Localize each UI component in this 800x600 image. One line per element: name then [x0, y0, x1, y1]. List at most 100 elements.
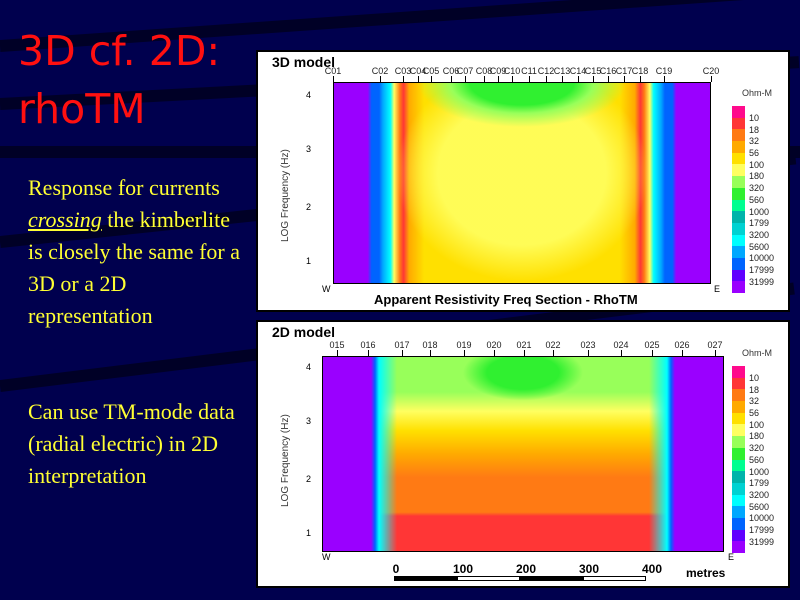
legend-label: 10: [749, 373, 760, 384]
station-tick: [682, 350, 683, 356]
legend-row: 3200: [732, 490, 774, 507]
station-tick: [546, 76, 547, 82]
station-tick: [464, 350, 465, 356]
legend-row: [732, 366, 774, 378]
station-label: C16: [599, 66, 617, 76]
y-tick-label: 4: [306, 90, 312, 100]
legend-label: 32: [749, 136, 760, 147]
station-tick: [451, 76, 452, 82]
legend-row: 10: [732, 373, 774, 390]
station-label: 016: [360, 340, 376, 350]
legend-row: 1000: [732, 207, 774, 223]
station-label: 018: [422, 340, 438, 350]
station-label: C10: [503, 66, 521, 76]
legend-swatch: [732, 529, 745, 542]
station-label: C13: [553, 66, 571, 76]
emphasis-crossing: crossing: [28, 207, 102, 232]
legend-row: 5600: [732, 502, 774, 518]
legend-swatch: [732, 447, 745, 460]
legend-label: 18: [749, 124, 760, 135]
y-axis-title: LOG Frequency (Hz): [280, 149, 291, 242]
text: the kimberlite is closely the same for a…: [28, 207, 240, 328]
station-label: C07: [456, 66, 474, 76]
legend-label: 3200: [749, 229, 770, 240]
contour-plot-3d: [333, 82, 711, 284]
legend-swatch: [732, 506, 745, 518]
y-tick-label: 4: [306, 362, 312, 372]
scale-segment: [583, 576, 646, 581]
legend-label: 17999: [749, 524, 775, 535]
legend-swatch: [732, 269, 745, 282]
color-legend: Ohm-M 10 18 32 56 100 180 320 560 1000 1799 3200 560…: [732, 88, 774, 293]
y-axis-title: LOG Frequency (Hz): [280, 414, 291, 507]
slide-title: 3D cf. 2D: rhoTM: [18, 27, 221, 133]
legend-swatch: [732, 517, 745, 530]
panel-label: 2D model: [272, 324, 336, 340]
station-label: C03: [394, 66, 412, 76]
legend-row: 5600: [732, 242, 774, 258]
y-tick-label: 2: [306, 474, 312, 484]
legend-row: 100: [732, 160, 774, 177]
station-label: C04: [409, 66, 427, 76]
legend-label: 31999: [749, 536, 775, 547]
legend-swatch: [732, 459, 745, 472]
station-label: C15: [584, 66, 602, 76]
station-tick: [430, 350, 431, 356]
legend-swatch: [732, 424, 745, 437]
legend-label: 320: [749, 183, 765, 194]
station-label: 015: [329, 340, 345, 350]
legend-row: 320: [732, 183, 774, 200]
scale-tick-label: 0: [392, 562, 400, 576]
station-label: C08: [475, 66, 493, 76]
station-tick: [498, 76, 499, 82]
legend-row: 180: [732, 171, 774, 188]
legend-swatch: [732, 152, 745, 165]
scale-tick-label: 300: [578, 562, 600, 576]
station-label: C19: [655, 66, 673, 76]
legend-row: 180: [732, 431, 774, 448]
station-tick: [715, 350, 716, 356]
station-tick: [640, 76, 641, 82]
legend-label: 100: [749, 159, 765, 170]
legend-swatch: [732, 187, 745, 200]
station-tick: [624, 76, 625, 82]
legend-swatch: [732, 482, 745, 495]
legend-row: 32: [732, 396, 774, 413]
station-label: C14: [569, 66, 587, 76]
y-tick-label: 2: [306, 202, 312, 212]
legend-swatch: [732, 471, 745, 483]
legend-label: 180: [749, 171, 765, 182]
legend-swatch: [732, 494, 745, 507]
legend-swatch: [732, 222, 745, 235]
legend-row: 320: [732, 443, 774, 460]
legend-label: 56: [749, 408, 760, 419]
station-tick: [431, 76, 432, 82]
contour-plot-2d: [322, 356, 724, 552]
legend-label: 3200: [749, 489, 770, 500]
legend-row: 10000: [732, 253, 774, 270]
body-text-response: Response for currents crossing the kimbe…: [28, 172, 248, 332]
legend-label: 560: [749, 454, 765, 465]
legend-row: 56: [732, 148, 774, 165]
color-legend: Ohm-M 10 18 32 56 100 180 320 560 1000 1799 3200 560…: [732, 348, 774, 553]
y-tick-label: 1: [306, 528, 312, 538]
text: Response for currents: [28, 175, 220, 200]
station-tick: [562, 76, 563, 82]
legend-swatch: [732, 281, 745, 293]
station-tick: [418, 76, 419, 82]
scale-tick-label: 100: [452, 562, 474, 576]
legend-swatch: [732, 377, 745, 390]
legend-row: 560: [732, 195, 774, 212]
legend-label: 1799: [749, 478, 770, 489]
legend-label: 32: [749, 396, 760, 407]
legend-swatch: [732, 234, 745, 247]
station-label: C02: [371, 66, 389, 76]
station-tick: [333, 76, 334, 82]
legend-row: 31999: [732, 537, 774, 553]
station-tick: [403, 76, 404, 82]
station-label: 020: [486, 340, 502, 350]
panel-2d-model: 2D model LOG Frequency (Hz) W E 0 100 200 3…: [256, 320, 790, 588]
legend-row: 100: [732, 420, 774, 437]
scale-segment: [520, 576, 583, 581]
legend-label: 1799: [749, 218, 770, 229]
